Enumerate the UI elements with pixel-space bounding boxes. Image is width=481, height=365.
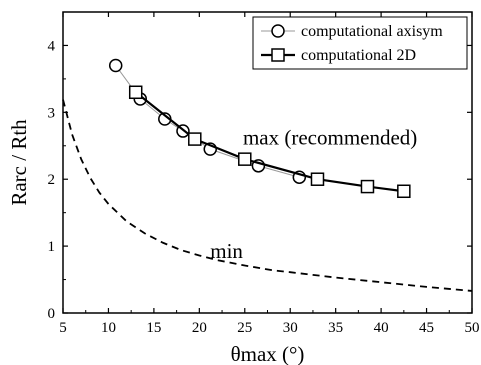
axis-ticks: 5 10 15 20 25 30 35 40 45 50 0 1 2 3 4 bbox=[48, 12, 480, 336]
annotations: max (recommended) min bbox=[210, 125, 417, 263]
data-point-square bbox=[397, 184, 411, 199]
x-tick-label: 40 bbox=[374, 320, 389, 336]
y-tick-label: 4 bbox=[48, 38, 56, 54]
legend: computational axisym computational 2D bbox=[252, 16, 468, 70]
x-tick-label: 30 bbox=[283, 320, 298, 336]
x-tick-label: 10 bbox=[101, 320, 116, 336]
data-point-square bbox=[360, 179, 375, 194]
x-tick-label: 15 bbox=[146, 320, 161, 336]
x-axis-label: θmax (°) bbox=[231, 342, 305, 365]
annotation-label: max (recommended) bbox=[243, 125, 417, 149]
legend-items: computational axisym computational 2D bbox=[261, 23, 443, 64]
x-tick-label: 5 bbox=[59, 320, 67, 336]
x-tick-label: 20 bbox=[192, 320, 207, 336]
y-tick-label: 0 bbox=[48, 306, 56, 322]
data-point-square bbox=[238, 152, 252, 166]
x-tick-label: 50 bbox=[465, 320, 480, 336]
y-axis-label: Rarc / Rth bbox=[7, 119, 31, 206]
series-line bbox=[115, 65, 300, 178]
legend-box bbox=[252, 16, 468, 70]
x-tick-label: 45 bbox=[419, 320, 434, 336]
y-tick-label: 2 bbox=[48, 172, 56, 188]
x-tick-label: 35 bbox=[328, 320, 343, 336]
data-point-square bbox=[128, 85, 143, 100]
series-square bbox=[128, 85, 411, 199]
data-point-square bbox=[188, 132, 202, 146]
y-tick-label: 1 bbox=[48, 239, 56, 255]
series-layer bbox=[62, 58, 473, 292]
annotation-label: min bbox=[210, 239, 243, 263]
data-point-circle bbox=[271, 24, 285, 38]
y-tick-label: 3 bbox=[48, 105, 56, 121]
legend-label: computational axisym bbox=[301, 23, 443, 40]
series-circle bbox=[108, 58, 307, 184]
legend-label: computational 2D bbox=[301, 47, 416, 64]
data-point-square bbox=[271, 48, 285, 62]
x-tick-label: 25 bbox=[237, 320, 252, 336]
data-point-circle bbox=[108, 58, 123, 73]
data-point-square bbox=[310, 172, 325, 186]
